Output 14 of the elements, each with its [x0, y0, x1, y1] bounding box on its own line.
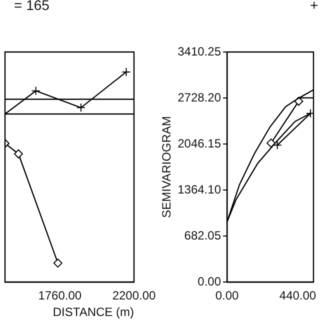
x-tick-label: 2200.00 [112, 288, 156, 303]
x-tick-label: 440.00 [279, 288, 316, 303]
y-tick-label: 2728.20 [178, 90, 222, 104]
text: = 165 [14, 0, 50, 13]
x-tick-label: 1760.00 [38, 288, 82, 303]
text: + [310, 0, 318, 13]
y-tick-label: 0.00 [198, 274, 222, 288]
x-axis-title: DISTANCE (m) [52, 305, 134, 320]
y-axis-title: SEMIVARIOGRAM [160, 116, 174, 218]
y-tick-label: 682.05 [184, 228, 222, 242]
y-tick-label: 2046.15 [178, 136, 222, 150]
x-tick-label: 0.00 [215, 288, 239, 303]
y-tick-label: 1364.10 [178, 182, 222, 196]
y-tick-label: 3410.25 [178, 44, 222, 58]
